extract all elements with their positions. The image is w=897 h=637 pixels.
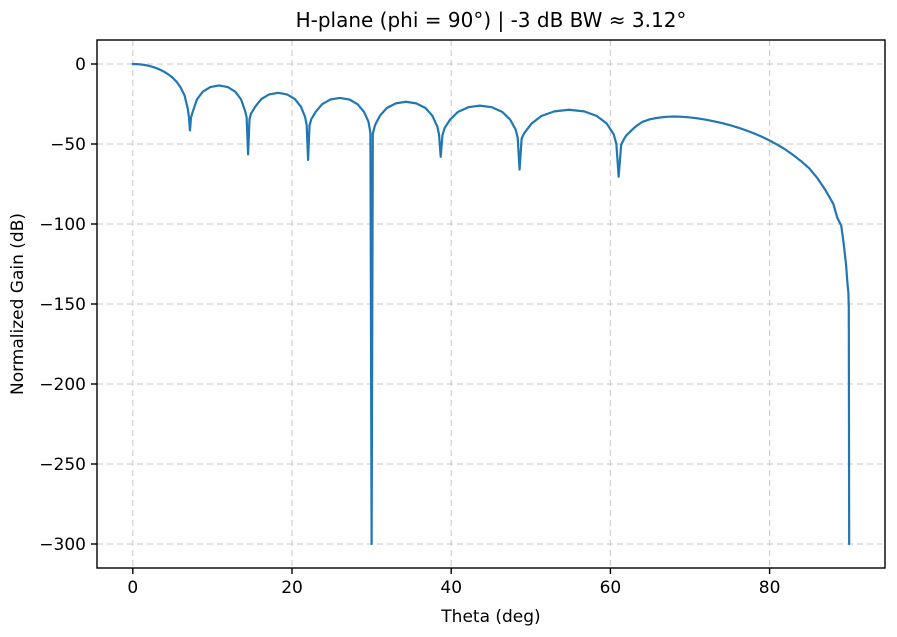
- y-tick-labels: 0 −50 −100 −150 −200 −250 −300: [39, 55, 86, 555]
- y-tick-label: −150: [39, 295, 86, 315]
- grid: [97, 40, 885, 568]
- x-tick-labels: 0 20 40 60 80: [127, 578, 780, 598]
- y-axis-label: Normalized Gain (dB): [8, 213, 28, 395]
- x-tick-label: 40: [440, 578, 462, 598]
- x-tick-label: 20: [281, 578, 303, 598]
- y-tick-label: −200: [39, 375, 86, 395]
- y-tick-label: −300: [39, 535, 86, 555]
- x-tick-label: 60: [600, 578, 622, 598]
- y-tick-label: −50: [50, 135, 86, 155]
- x-tick-label: 0: [127, 578, 138, 598]
- y-tick-label: −250: [39, 455, 86, 475]
- plot-title: H-plane (phi = 90°) | -3 dB BW ≈ 3.12°: [296, 8, 687, 32]
- x-tick-label: 80: [759, 578, 781, 598]
- y-tick-label: 0: [75, 55, 86, 75]
- x-axis-label: Theta (deg): [440, 607, 540, 627]
- gain-curve: [131, 62, 851, 546]
- y-tick-label: −100: [39, 215, 86, 235]
- ticks: [91, 63, 771, 574]
